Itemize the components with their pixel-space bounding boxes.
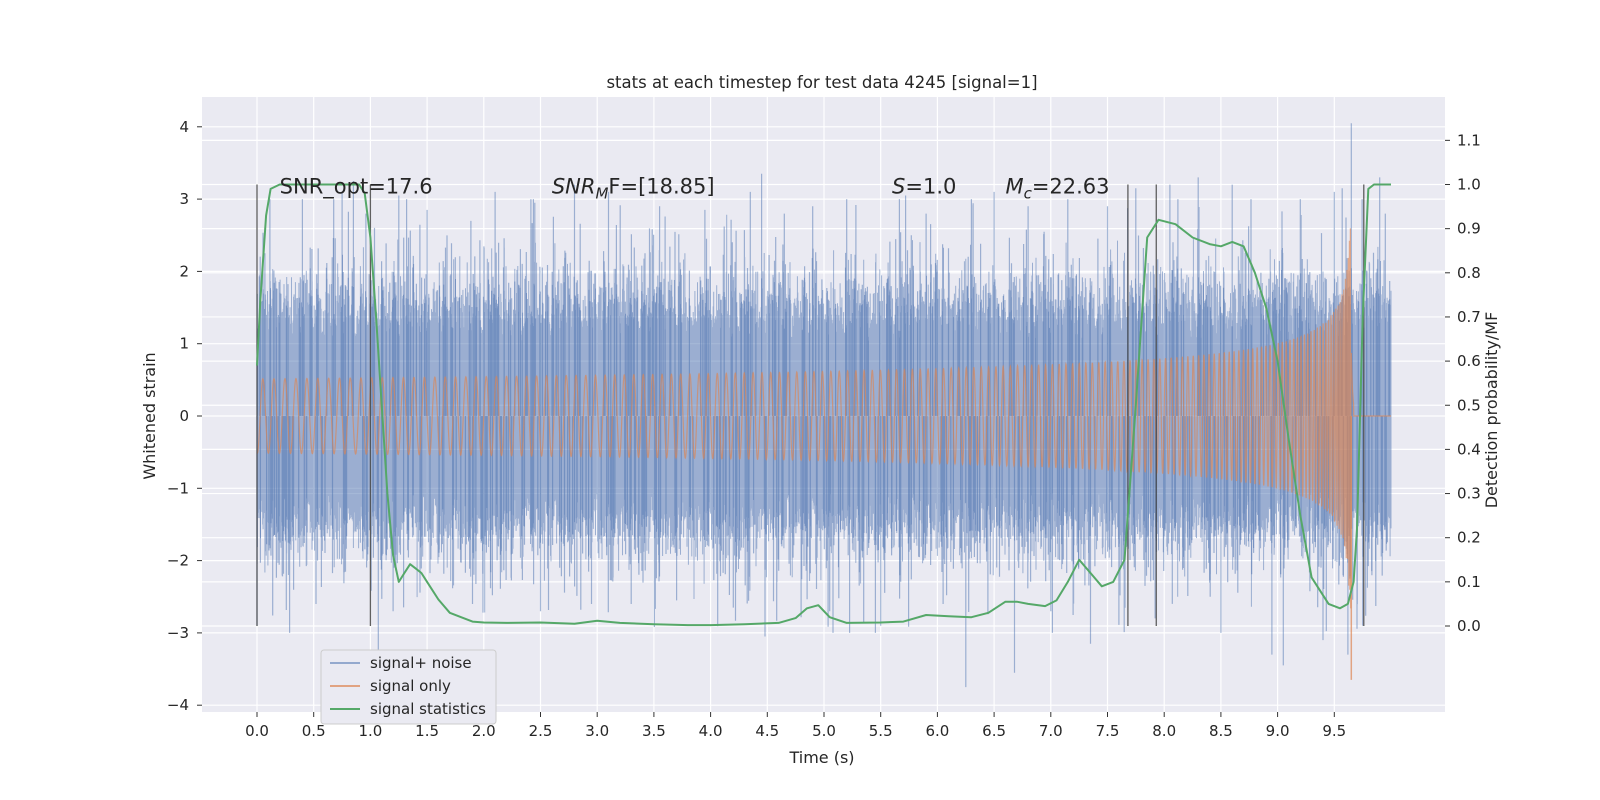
x-tick-label: 2.0 [472, 722, 496, 740]
x-tick-label: 9.5 [1322, 722, 1346, 740]
x-tick-label: 8.0 [1152, 722, 1176, 740]
y-tick-label: 4 [179, 118, 189, 136]
y2-axis-label: Detection probability/MF [1482, 312, 1501, 509]
legend: signal+ noise signal only signal statist… [320, 649, 497, 725]
legend-box [320, 649, 497, 725]
signal-only-series [256, 228, 1391, 680]
y-tick-label: 3 [179, 190, 189, 208]
y-axis-left: 4 3 2 1 0 −1 −2 −3 −4 [167, 118, 202, 714]
x-tick-label: 4.5 [755, 722, 779, 740]
y2-tick-label: 1.1 [1457, 131, 1481, 149]
x-tick-label: 6.5 [982, 722, 1006, 740]
y2-tick-label: 0.0 [1457, 617, 1481, 635]
y2-tick-label: 0.4 [1457, 440, 1481, 458]
x-tick-label: 3.0 [585, 722, 609, 740]
x-tick-label: 6.0 [925, 722, 949, 740]
annotations: SNR_opt=17.6 SNRMF=[18.85] S=1.0 Mc=22.63 [280, 174, 1110, 202]
y-tick-label: −1 [167, 479, 189, 497]
x-tick-label: 1.0 [358, 722, 382, 740]
y-tick-label: −4 [167, 696, 189, 714]
x-axis: 0.0 0.5 1.0 1.5 2.0 2.5 3.0 3.5 4.0 4.5 5.0 5.5 6.0 6… [245, 712, 1346, 740]
y-tick-label: −3 [167, 624, 189, 642]
noise-spikes [256, 123, 1391, 688]
annotation-3: Mc=22.63 [1005, 174, 1109, 202]
x-tick-label: 1.5 [415, 722, 439, 740]
x-tick-label: 0.0 [245, 722, 269, 740]
y2-tick-label: 0.6 [1457, 352, 1481, 370]
signal-statistics-series [256, 183, 1391, 627]
x-tick-label: 4.0 [699, 722, 723, 740]
x-tick-label: 5.0 [812, 722, 836, 740]
y-tick-label: −2 [167, 552, 189, 570]
x-tick-label: 8.5 [1209, 722, 1233, 740]
annotation-1: SNRMF=[18.85] [552, 174, 715, 202]
y2-tick-label: 0.3 [1457, 485, 1481, 503]
legend-label-noise: signal+ noise [370, 654, 472, 672]
annotation-2: S=1.0 [892, 174, 956, 198]
y-tick-label: 1 [179, 335, 189, 353]
y2-tick-label: 0.9 [1457, 220, 1481, 238]
y-axis-label: Whitened strain [140, 352, 159, 479]
y2-tick-label: 0.5 [1457, 396, 1481, 414]
legend-label-stats: signal statistics [370, 700, 486, 718]
x-tick-label: 5.5 [869, 722, 893, 740]
chart-title: stats at each timestep for test data 424… [606, 73, 1037, 92]
annotation-0: SNR_opt=17.6 [280, 174, 433, 199]
x-tick-label: 2.5 [529, 722, 553, 740]
signal-only-line [256, 228, 1391, 609]
x-tick-label: 9.0 [1266, 722, 1290, 740]
y2-tick-label: 0.1 [1457, 573, 1481, 591]
y-axis-right: 1.1 1.0 0.9 0.8 0.7 0.6 0.5 0.4 0.3 0.2 0.1 0.0 [1445, 131, 1481, 635]
x-tick-label: 7.5 [1096, 722, 1120, 740]
x-axis-label: Time (s) [788, 748, 854, 767]
legend-label-signal: signal only [370, 677, 451, 695]
y2-tick-label: 1.0 [1457, 176, 1481, 194]
x-tick-label: 0.5 [302, 722, 326, 740]
marker-lines [256, 184, 1365, 626]
x-tick-label: 3.5 [642, 722, 666, 740]
y2-tick-label: 0.8 [1457, 264, 1481, 282]
y-tick-label: 0 [179, 407, 189, 425]
y2-tick-label: 0.7 [1457, 308, 1481, 326]
y-tick-label: 2 [179, 262, 189, 280]
x-tick-label: 7.0 [1039, 722, 1063, 740]
signal-statistics-line [256, 183, 1391, 627]
y2-tick-label: 0.2 [1457, 529, 1481, 547]
